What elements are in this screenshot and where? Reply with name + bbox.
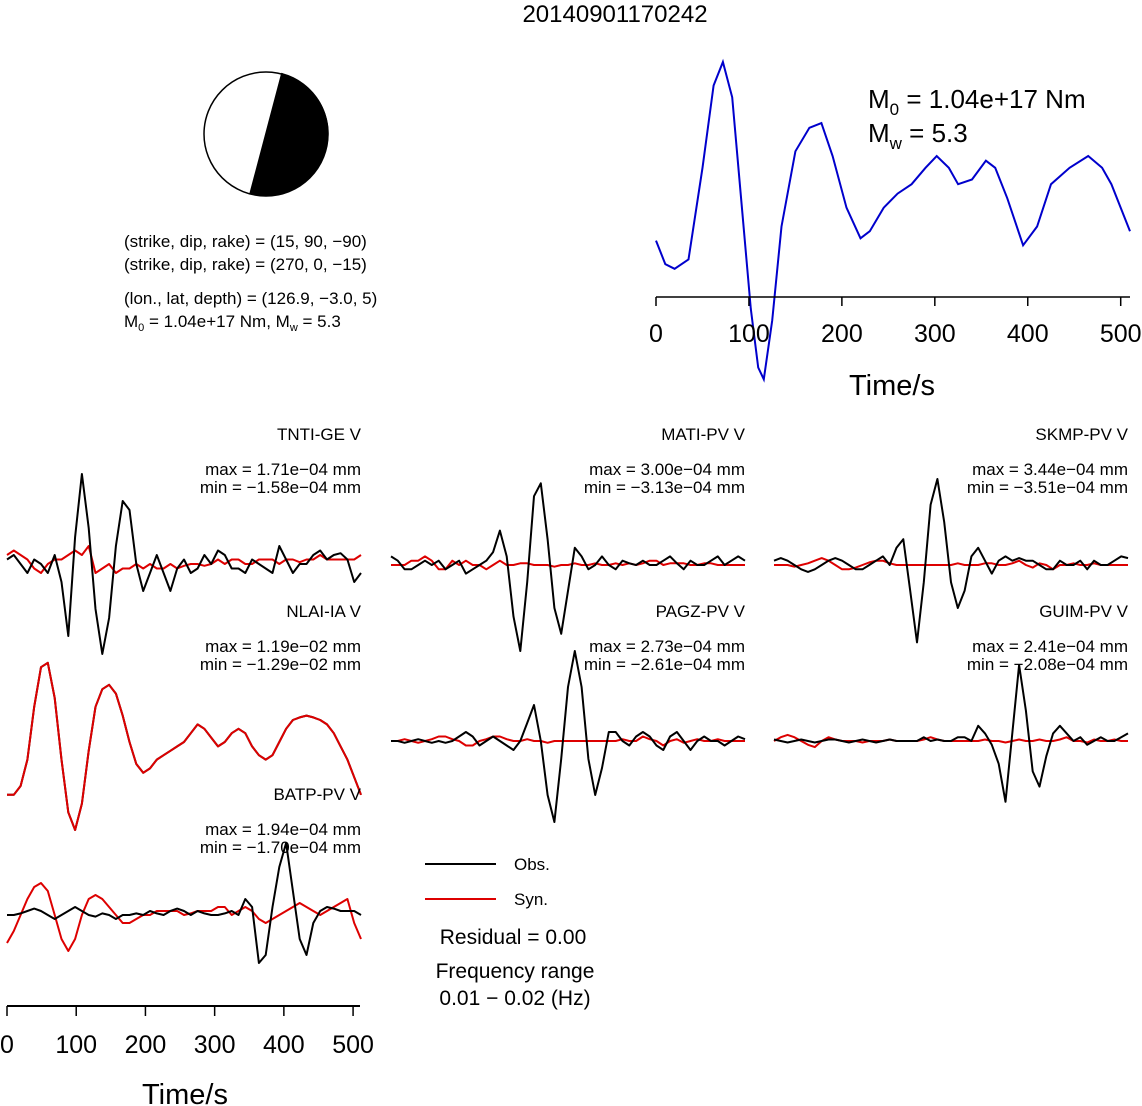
bottom-x-tick-label: 300: [194, 1031, 236, 1059]
synthetic-trace: [391, 555, 745, 571]
min-label: min = −2.08e−04 mm: [967, 655, 1128, 674]
frequency-range-label: Frequency range: [436, 960, 595, 983]
min-label: min = −1.29e−02 mm: [200, 655, 361, 674]
stf-x-tick-label: 200: [821, 320, 863, 348]
bottom-x-tick-label: 200: [125, 1031, 167, 1059]
bottom-x-ticks: 0 100 200 300 400 500: [0, 1006, 374, 1059]
min-label: min = −2.61e−04 mm: [584, 655, 745, 674]
source-parameters: (strike, dip, rake) = (15, 90, −90) (str…: [124, 232, 377, 334]
station-label: SKMP-PV V: [1035, 425, 1128, 444]
min-label: min = −1.70e−04 mm: [200, 838, 361, 857]
stf-x-tick-label: 0: [649, 320, 663, 348]
max-label: max = 2.41e−04 mm: [972, 637, 1128, 656]
beachball-compressional-quadrant: [250, 73, 329, 197]
bottom-x-tick-label: 0: [0, 1031, 14, 1059]
max-label: max = 3.00e−04 mm: [589, 460, 745, 479]
min-label: min = −3.51e−04 mm: [967, 478, 1128, 497]
bottom-x-tick-label: 500: [332, 1031, 374, 1059]
station-label: PAGZ-PV V: [656, 602, 746, 621]
moment-text: M0 = 1.04e+17 Nm, Mw = 5.3: [124, 312, 341, 334]
frequency-range-value: 0.01 − 0.02 (Hz): [439, 987, 590, 1010]
min-label: min = −1.58e−04 mm: [200, 478, 361, 497]
synthetic-trace: [7, 661, 362, 831]
stf-x-tick-label: 500: [1100, 320, 1142, 348]
stf-m0-text: M0 = 1.04e+17 Nm: [868, 84, 1086, 119]
stf-annotation: M0 = 1.04e+17 Nm Mw = 5.3: [868, 84, 1086, 153]
synthetic-trace: [6, 882, 362, 952]
station-label: NLAI-IA V: [286, 602, 361, 621]
legend: Obs. Syn. Residual = 0.00 Frequency rang…: [425, 855, 594, 1010]
observed-trace: [773, 664, 1129, 803]
stf-x-ticks: 0 100 200 300 400 500: [649, 297, 1142, 348]
location-text: (lon., lat, depth) = (126.9, −3.0, 5): [124, 289, 377, 308]
stf-x-tick-label: 100: [728, 320, 770, 348]
stf-x-tick-label: 400: [1007, 320, 1049, 348]
nodal-plane-1-text: (strike, dip, rake) = (15, 90, −90): [124, 232, 367, 251]
legend-obs-label: Obs.: [514, 855, 550, 874]
observed-trace: [391, 650, 746, 823]
observed-trace: [7, 842, 362, 964]
synthetic-trace: [6, 545, 362, 574]
nodal-plane-2-text: (strike, dip, rake) = (270, 0, −15): [124, 255, 367, 274]
station-label: BATP-PV V: [273, 785, 361, 804]
stf-x-axis-label: Time/s: [849, 370, 935, 402]
residual-text: Residual = 0.00: [440, 926, 587, 949]
figure-title: 20140901170242: [522, 1, 707, 28]
observed-trace: [6, 473, 362, 655]
bottom-x-tick-label: 400: [263, 1031, 305, 1059]
observed-trace: [390, 482, 746, 652]
stf-x-tick-label: 300: [914, 320, 956, 348]
beachball: [203, 71, 329, 197]
stf-mw-text: Mw = 5.3: [868, 118, 968, 153]
station-label: TNTI-GE V: [277, 425, 362, 444]
min-label: min = −3.13e−04 mm: [584, 478, 745, 497]
synthetic-trace: [391, 735, 745, 747]
station-label: MATI-PV V: [661, 425, 745, 444]
max-label: max = 2.73e−04 mm: [589, 637, 745, 656]
bottom-x-tick-label: 100: [55, 1031, 97, 1059]
max-label: max = 1.71e−04 mm: [205, 460, 361, 479]
station-label: GUIM-PV V: [1039, 602, 1128, 621]
max-label: max = 1.19e−02 mm: [205, 637, 361, 656]
bottom-x-axis-label: Time/s: [142, 1079, 228, 1106]
max-label: max = 1.94e−04 mm: [205, 820, 361, 839]
stf-line: [655, 58, 1131, 383]
legend-syn-label: Syn.: [514, 890, 548, 909]
stf-panel: M0 = 1.04e+17 Nm Mw = 5.3 0 100 200 300 400 5…: [649, 58, 1142, 402]
beachball-nodal-plane: [249, 72, 283, 195]
bottom-axis: 0 100 200 300 400 500 Time/s: [0, 1005, 374, 1106]
max-label: max = 3.44e−04 mm: [972, 460, 1128, 479]
observed-trace: [773, 478, 1129, 644]
